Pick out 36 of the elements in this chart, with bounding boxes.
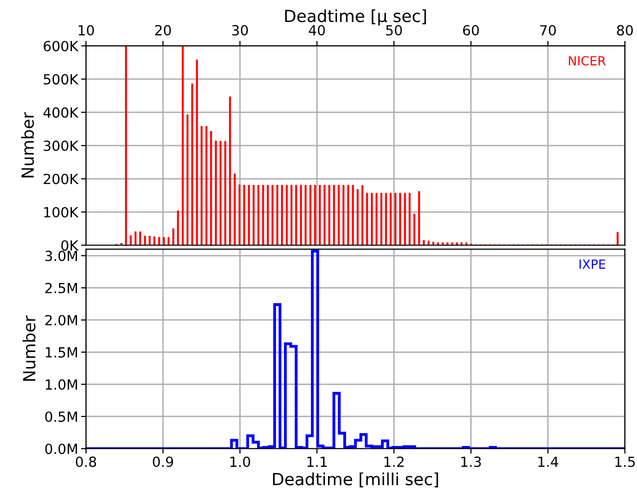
x-axis-title: Deadtime [milli sec] bbox=[273, 472, 438, 488]
y-tick-label: 200K bbox=[44, 174, 79, 184]
x-tick-label: 0.8 bbox=[76, 456, 96, 468]
x-tick-label: 1.1 bbox=[307, 456, 327, 467]
x-tick-label: 1.5 bbox=[615, 456, 635, 468]
y-axis-title: Number bbox=[21, 112, 34, 178]
x-tick-label: 0.9 bbox=[152, 456, 174, 468]
y-tick-label: 1.0M bbox=[46, 379, 77, 390]
y-axis-title: Number bbox=[22, 315, 36, 381]
x-axis-title: Deadtime [μ sec] bbox=[285, 9, 426, 26]
y-tick-label: 2.0M bbox=[45, 314, 77, 326]
x-tick-label: 50 bbox=[386, 25, 402, 36]
y-tick-label: 2.5M bbox=[45, 282, 77, 294]
y-tick-label: 600K bbox=[44, 40, 79, 52]
x-tick-label: 30 bbox=[232, 25, 248, 36]
y-tick-label: 100K bbox=[44, 206, 79, 218]
y-tick-label: 3.0M bbox=[45, 250, 77, 262]
y-tick-label: 0.0M bbox=[45, 444, 77, 454]
y-tick-label: 400K bbox=[43, 107, 79, 118]
x-tick-label: 70 bbox=[540, 25, 556, 36]
x-tick-label: 1.3 bbox=[461, 456, 481, 468]
x-tick-label: 1.2 bbox=[384, 456, 404, 467]
y-tick-label: 1.5M bbox=[46, 347, 77, 358]
x-tick-label: 1.0 bbox=[230, 456, 250, 468]
x-tick-label: 40 bbox=[308, 25, 325, 36]
y-tick-label: 500K bbox=[44, 74, 79, 85]
text: IXPE bbox=[580, 260, 606, 269]
y-tick-label: 300K bbox=[44, 140, 79, 152]
x-tick-label: 10 bbox=[78, 25, 94, 36]
y-tick-label: 0.5M bbox=[45, 411, 77, 422]
x-tick-label: 60 bbox=[463, 25, 479, 36]
x-tick-label: 80 bbox=[617, 25, 633, 36]
y-tick-label: 0K bbox=[61, 240, 79, 251]
text: NICER bbox=[568, 56, 606, 66]
x-tick-label: 1.4 bbox=[538, 456, 558, 467]
x-tick-label: 20 bbox=[155, 25, 171, 36]
